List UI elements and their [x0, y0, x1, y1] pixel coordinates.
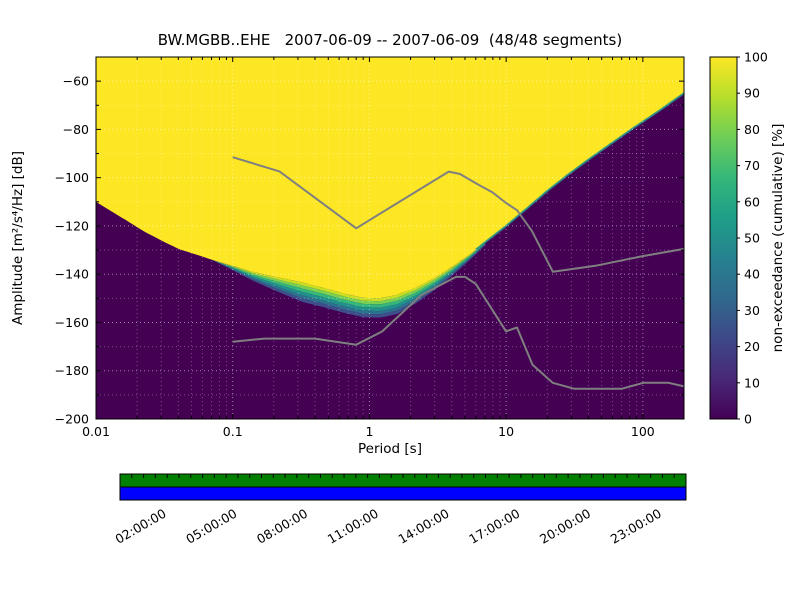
colorbar-tick-label: 20: [744, 339, 760, 354]
noise-model-line-nhnm: [232, 156, 685, 273]
x-tick-label: 0.01: [82, 424, 110, 439]
colorbar-tick-label: 100: [744, 50, 768, 65]
colorbar-gradient: [709, 56, 738, 420]
coverage-bar-layer: 02:00:00 05:00:00 08:00:00 11:00:00 14:00:00…: [113, 473, 687, 547]
heatmap-layer: [96, 57, 685, 419]
time-tick-label: 02:00:00: [113, 506, 169, 547]
x-axis-label: Period [s]: [358, 441, 422, 457]
time-tick-label: 08:00:00: [254, 506, 310, 547]
colorbar-tick-label: 60: [744, 194, 760, 209]
colorbar-tick-label: 30: [744, 303, 760, 318]
time-tick-label: 17:00:00: [466, 506, 522, 547]
x-tick-label: 1: [365, 424, 373, 439]
y-tick-label: −100: [55, 170, 89, 185]
grid-layer: [96, 57, 684, 419]
y-tick-label: −120: [55, 218, 89, 233]
noise-model-line-nlnm: [232, 275, 685, 390]
time-tick-label: 20:00:00: [537, 506, 593, 547]
time-tick-label: 11:00:00: [325, 506, 381, 547]
y-axis-label: Amplitude [m²/s⁴/Hz] [dB]: [10, 151, 26, 325]
time-tick-label: 14:00:00: [396, 506, 452, 547]
y-tick-label: −60: [63, 74, 89, 89]
colorbar-layer: 0 10 20 30 40 50 60 70 80 90 100: [709, 50, 768, 427]
colorbar-tick-label: 50: [744, 231, 760, 246]
y-tick-label: −200: [55, 412, 89, 427]
time-tick-label: 05:00:00: [183, 506, 239, 547]
axes-layer: 0.01 0.1 1 10 100 −60 −80 −100 −120 −140 −160 −180 −…: [55, 56, 685, 439]
colorbar-tick-label: 40: [744, 267, 760, 282]
colorbar-tick-label: 10: [744, 375, 760, 390]
noise-model-layer: [232, 156, 685, 390]
heatmap-boundary-edge-line: [475, 92, 685, 251]
y-tick-label: −80: [63, 122, 89, 137]
x-tick-label: 100: [631, 424, 655, 439]
axes-border: [95, 56, 685, 420]
heatmap-hundred-percent-region: [96, 57, 684, 299]
colorbar-tick-label: 80: [744, 122, 760, 137]
x-tick-label: 10: [498, 424, 514, 439]
y-tick-label: −160: [55, 315, 89, 330]
y-tick-label: −140: [55, 267, 89, 282]
x-tick-label: 0.1: [223, 424, 243, 439]
colorbar-tick-label: 70: [744, 158, 760, 173]
colorbar-tick-label: 90: [744, 86, 760, 101]
coverage-gap-bar: [119, 486, 687, 501]
colorbar-label: non-exceedance (cumulative) [%]: [770, 124, 786, 353]
colorbar-tick-label: 0: [744, 412, 752, 427]
plot-title: BW.MGBB..EHE 2007-06-09 -- 2007-06-09 (4…: [158, 31, 622, 49]
time-tick-label: 23:00:00: [608, 506, 664, 547]
y-tick-label: −180: [55, 363, 89, 378]
